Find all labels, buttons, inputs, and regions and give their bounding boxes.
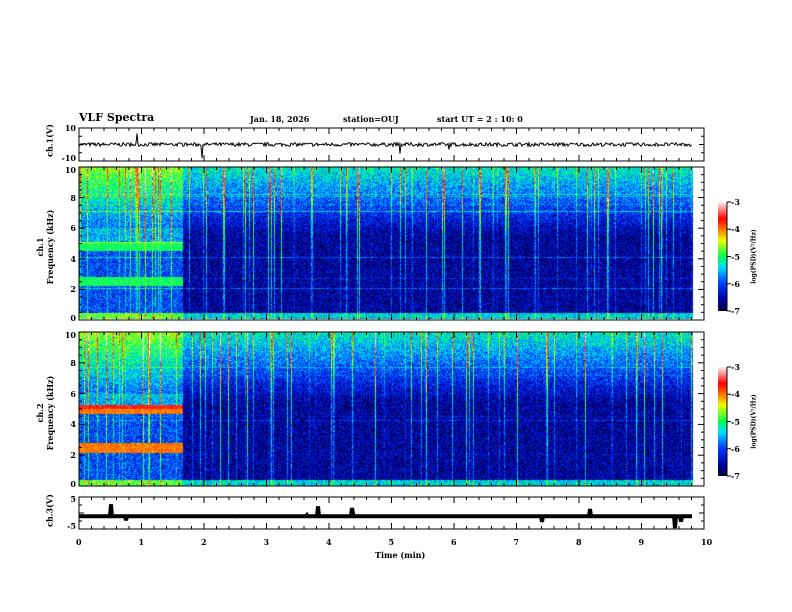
colorbar-tick-label: -6 xyxy=(731,443,740,454)
x-tick-label: 6 xyxy=(451,537,457,547)
colorbar-tick-label: -5 xyxy=(731,251,740,262)
panel-frame xyxy=(78,166,705,321)
x-tick-label: 3 xyxy=(263,537,270,547)
y-tick-label: 10 xyxy=(64,123,76,133)
colorbar-tick-label: -3 xyxy=(731,362,740,372)
y-tick-label: 8 xyxy=(70,192,76,203)
ch1-spectrogram xyxy=(79,167,704,319)
colorbar-tick-label: -4 xyxy=(731,389,740,400)
freq-label: Frequency (kHz) xyxy=(45,209,55,285)
ch2-freq-ylabel: ch.2 Frequency (kHz) xyxy=(35,358,55,468)
x-tick-label: 7 xyxy=(513,537,520,547)
colorbar-tick-label: -6 xyxy=(731,278,740,289)
y-tick-label: 6 xyxy=(70,223,76,234)
ch2-colorbar xyxy=(718,367,727,476)
ch3-ylabel: ch.3(V) xyxy=(44,494,55,527)
y-tick-label: 10 xyxy=(64,165,76,175)
y-tick-label: 0 xyxy=(70,313,76,323)
y-tick-label: 0 xyxy=(70,479,76,489)
y-tick-label: 6 xyxy=(70,388,76,399)
colorbar-tick-label: -3 xyxy=(731,197,740,207)
x-axis-label: Time (min) xyxy=(375,550,426,560)
ch2-label: ch.2 xyxy=(35,403,45,423)
panel-frame xyxy=(78,331,705,487)
x-tick-label: 2 xyxy=(201,537,207,547)
colorbar-tick-label: -7 xyxy=(731,306,740,316)
y-tick-label: 2 xyxy=(70,284,76,295)
y-tick-label: 4 xyxy=(70,419,76,430)
y-tick-label: -10 xyxy=(61,153,76,163)
y-tick-label: 5 xyxy=(70,494,76,504)
colorbar-tick-label: -4 xyxy=(731,224,740,235)
x-tick-label: 4 xyxy=(326,537,332,547)
ch2-spectrogram xyxy=(79,332,704,486)
colorbar1-label: log(PSD)(V²/Hz) xyxy=(750,229,758,284)
x-tick-label: 0 xyxy=(76,537,82,547)
ch1-freq-ylabel: ch.1 Frequency (kHz) xyxy=(35,192,55,302)
date-label: Jan. 18, 2026 xyxy=(250,114,310,124)
y-tick-label: 2 xyxy=(70,450,76,461)
y-tick-label: 8 xyxy=(70,357,76,368)
x-tick-label: 10 xyxy=(701,537,713,547)
colorbar2-label: log(PSD)(V²/Hz) xyxy=(750,394,758,449)
x-tick-label: 9 xyxy=(638,537,645,547)
freq-label: Frequency (kHz) xyxy=(45,375,55,451)
figure-title: VLF Spectra xyxy=(79,111,155,124)
station-label: station=OUJ xyxy=(343,114,399,124)
waveform-line xyxy=(78,133,693,159)
x-tick-label: 5 xyxy=(388,537,395,547)
waveform-line xyxy=(79,504,692,529)
ch1-colorbar xyxy=(718,202,727,311)
y-tick-label: -5 xyxy=(67,521,76,531)
ch1-ylabel: ch.1(V) xyxy=(44,124,55,157)
ch1-label: ch.1 xyxy=(35,237,45,257)
colorbar-tick-label: -7 xyxy=(731,471,740,481)
x-tick-label: 1 xyxy=(138,537,145,547)
x-tick-label: 8 xyxy=(576,537,582,547)
colorbar-tick-label: -5 xyxy=(731,416,740,427)
y-tick-label: 10 xyxy=(64,330,76,340)
y-tick-label: 4 xyxy=(70,253,76,264)
start-time-label: start UT = 2 : 10: 0 xyxy=(437,114,523,124)
